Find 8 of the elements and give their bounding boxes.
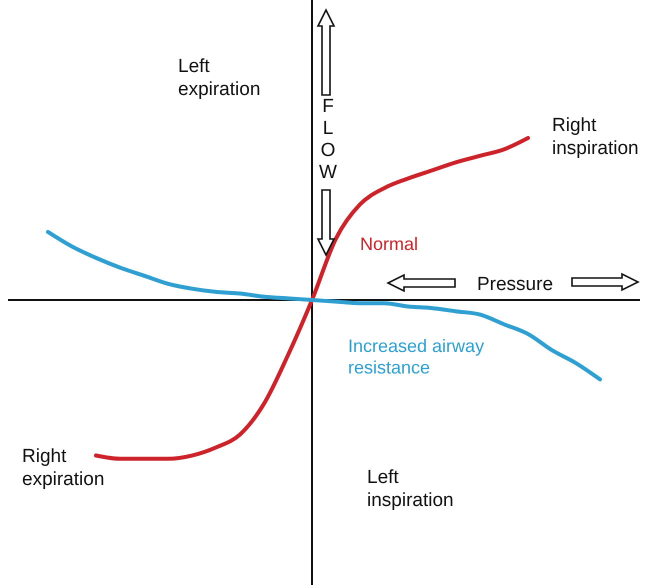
text: Left inspiration	[367, 467, 454, 511]
series-label: Increased airway resistance	[348, 336, 484, 378]
x-axis-title: Pressure	[476, 274, 554, 295]
annotation: Right inspiration	[552, 115, 639, 159]
series-label: Normal	[360, 234, 418, 254]
annotation: Right expiration	[22, 446, 104, 490]
y-axis-title: FLOW	[319, 96, 338, 183]
text: Left expiration	[178, 56, 260, 100]
